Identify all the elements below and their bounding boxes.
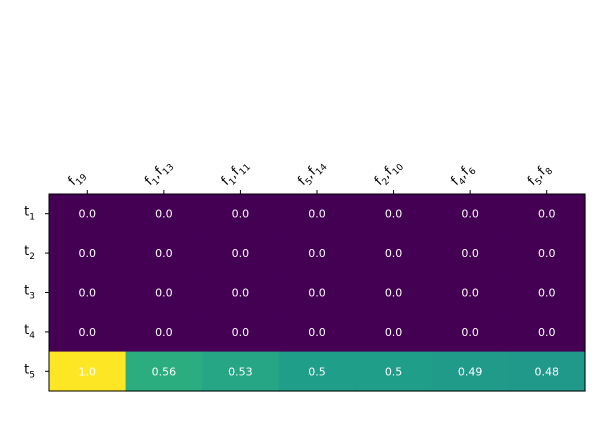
heatmap-cell — [49, 194, 127, 234]
heatmap-cell — [202, 351, 280, 392]
cell-value-label: 0.0 — [79, 208, 97, 221]
heatmap-cell — [278, 272, 356, 313]
cell-value-label: 0.0 — [538, 247, 556, 260]
y-tick-label: t5 — [24, 362, 35, 380]
cell-value-label: 0.0 — [155, 287, 173, 300]
x-tick-label: f5,f14 — [295, 156, 329, 190]
cell-value-label: 0.0 — [538, 326, 556, 339]
heatmap-cell — [431, 233, 510, 274]
heatmap-cell — [125, 351, 203, 392]
cell-value-label: 0.0 — [308, 247, 326, 260]
cell-value-label: 0.56 — [152, 365, 177, 378]
heatmap-cell — [355, 312, 433, 353]
heatmap-cells — [49, 194, 586, 392]
heatmap-cell — [431, 312, 510, 353]
cell-value-label: 0.0 — [232, 326, 250, 339]
x-tick-label: f19 — [66, 167, 90, 191]
heatmap-cell — [278, 194, 356, 234]
heatmap-cell — [202, 233, 280, 274]
heatmap-cell — [355, 194, 433, 234]
cell-value-label: 0.0 — [155, 326, 173, 339]
cell-value-label: 0.0 — [385, 287, 403, 300]
heatmap-cell — [508, 351, 586, 392]
heatmap-cell — [202, 312, 280, 353]
cell-value-label: 0.0 — [308, 287, 326, 300]
heatmap-cell — [49, 272, 127, 313]
x-tick-label: f5,f8 — [525, 161, 555, 191]
x-tick-label: f1,f11 — [219, 157, 253, 191]
cell-value-label: 0.0 — [79, 287, 97, 300]
cell-value-label: 0.0 — [538, 287, 556, 300]
cell-value-label: 0.49 — [458, 365, 483, 378]
heatmap-cell-labels: 0.0 0.0 0.0 0.0 0.0 0.0 0.0 0.0 0.0 0.0 0.0 0.0 0.0 0… — [79, 208, 559, 379]
heatmap-cell — [508, 272, 586, 313]
cell-value-label: 1.0 — [79, 365, 97, 378]
x-tick-label: f4,f6 — [448, 161, 478, 191]
heatmap-cell — [202, 272, 280, 313]
cell-value-label: 0.0 — [79, 247, 97, 260]
heatmap-cell — [508, 312, 586, 353]
cell-value-label: 0.0 — [461, 326, 479, 339]
cell-value-label: 0.0 — [308, 208, 326, 221]
y-tick-label: t1 — [24, 205, 35, 223]
heatmap-cell — [49, 233, 127, 274]
x-axis-top: f19 f1,f13 f1,f11 f5,f14 f2,f10 f4,f6 f5,f8 — [66, 156, 555, 194]
heatmap-cell — [278, 233, 356, 274]
cell-value-label: 0.5 — [308, 365, 326, 378]
heatmap-cell — [49, 312, 127, 353]
cell-value-label: 0.0 — [385, 326, 403, 339]
cell-value-label: 0.0 — [385, 247, 403, 260]
heatmap-cell — [278, 351, 356, 392]
cell-value-label: 0.48 — [534, 365, 559, 378]
cell-value-label: 0.5 — [385, 365, 403, 378]
cell-value-label: 0.0 — [79, 326, 97, 339]
cell-value-label: 0.0 — [155, 208, 173, 221]
heatmap-cell — [202, 194, 280, 234]
heatmap-cell — [355, 351, 433, 392]
y-tick-label: t3 — [24, 284, 35, 302]
cell-value-label: 0.0 — [461, 208, 479, 221]
heatmap-cell — [125, 194, 203, 234]
heatmap-cell — [125, 272, 203, 313]
cell-value-label: 0.0 — [308, 326, 326, 339]
cell-value-label: 0.0 — [232, 247, 250, 260]
cell-value-label: 0.0 — [385, 208, 403, 221]
heatmap-cell — [431, 272, 510, 313]
y-axis: t1 t2 t3 t4 t5 — [24, 205, 49, 380]
x-tick-label: f1,f13 — [142, 157, 176, 191]
heatmap-cell — [125, 312, 203, 353]
cell-value-label: 0.0 — [232, 287, 250, 300]
heatmap-cell — [431, 194, 510, 234]
heatmap-cell — [125, 233, 203, 274]
heatmap-cell — [508, 233, 586, 274]
heatmap-cell — [508, 194, 586, 234]
cell-value-label: 0.0 — [232, 208, 250, 221]
heatmap-cell — [49, 351, 127, 392]
heatmap-cell — [278, 312, 356, 353]
y-tick-label: t2 — [24, 244, 35, 262]
cell-value-label: 0.0 — [538, 208, 556, 221]
cell-value-label: 0.53 — [228, 365, 253, 378]
cell-value-label: 0.0 — [461, 247, 479, 260]
cell-value-label: 0.0 — [461, 287, 479, 300]
x-tick-label: f2,f10 — [372, 156, 406, 190]
cell-value-label: 0.0 — [155, 247, 173, 260]
heatmap-cell — [355, 272, 433, 313]
heatmap-cell — [431, 351, 510, 392]
heatmap-cell — [355, 233, 433, 274]
y-tick-label: t4 — [24, 323, 35, 341]
